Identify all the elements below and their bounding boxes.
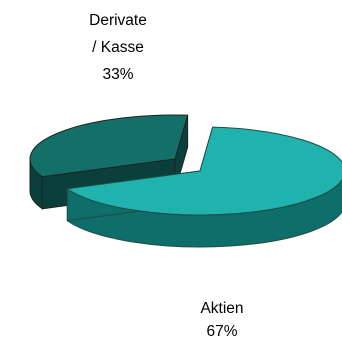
label-derivate-line2: / Kasse [92,39,144,56]
pie-slice-0-top [65,126,342,216]
pie-slice-0 [65,126,342,248]
pie-slice-1-top [29,114,189,178]
label-derivate-percent: 33% [102,66,133,83]
label-aktien: Aktien [200,300,243,317]
label-aktien-percent: 67% [206,323,237,340]
label-derivate-line1: Derivate [89,12,147,29]
